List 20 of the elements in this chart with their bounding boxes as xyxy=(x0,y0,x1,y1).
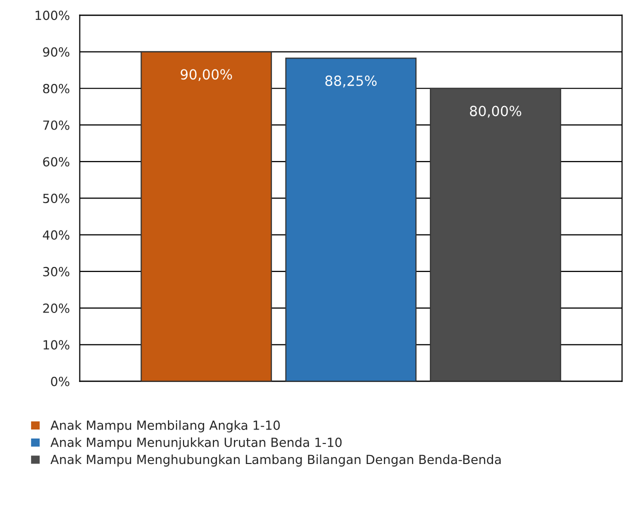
y-tick-label: 70% xyxy=(43,120,70,130)
y-tick-label: 100% xyxy=(36,10,70,20)
y-tick-label: 60% xyxy=(43,157,70,167)
y-tick-label: 20% xyxy=(43,304,70,313)
bar xyxy=(430,88,562,382)
y-tick-label: 50% xyxy=(43,194,70,204)
legend-label: Anak Mampu Menghubungkan Lambang Bilangan Dengan Benda-Benda xyxy=(50,454,501,467)
data-label: 80,00% xyxy=(470,106,522,118)
bar xyxy=(140,51,272,382)
y-tick-label: 10% xyxy=(44,340,70,350)
y-tick-label: 80% xyxy=(43,84,70,94)
data-label: 90,00% xyxy=(180,69,232,82)
legend-label: Anak Mampu Membilang Angka 1-10 xyxy=(50,420,280,432)
y-tick-label: 40% xyxy=(42,230,70,240)
bar xyxy=(285,58,417,382)
y-tick-label: 30% xyxy=(43,266,70,276)
y-tick-label: 0% xyxy=(51,376,70,386)
y-tick-label: 90% xyxy=(43,47,70,57)
legend-label: Anak Mampu Menunjukkan Urutan Benda 1-10 xyxy=(50,437,342,450)
data-label: 88,25% xyxy=(325,76,377,88)
